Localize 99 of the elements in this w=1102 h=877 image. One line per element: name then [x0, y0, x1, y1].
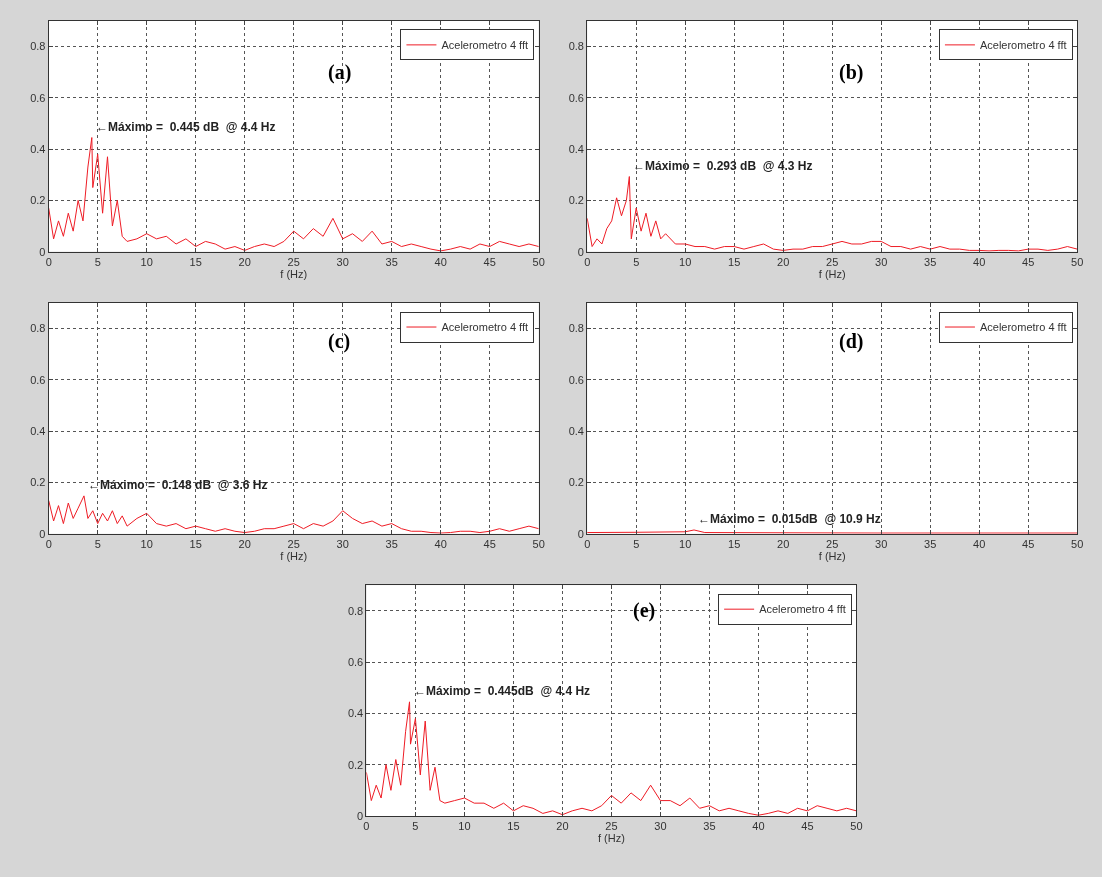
y-tick-label: 0.2 [30, 476, 46, 489]
x-tick-label: 5 [412, 820, 419, 833]
x-tick-label: 5 [94, 255, 101, 268]
legend-label: Acelerometro 4 fft [441, 321, 529, 334]
x-tick-label: 35 [703, 820, 716, 833]
legend-label: Acelerometro 4 fft [979, 321, 1067, 334]
x-tick-label: 20 [238, 538, 251, 551]
x-tick-label: 15 [728, 255, 741, 268]
y-tick-label: 0.2 [568, 194, 584, 207]
line-series [366, 701, 857, 816]
x-tick-label: 5 [633, 538, 640, 551]
y-tick-label: 0.2 [30, 194, 46, 207]
x-tick-label: 5 [94, 538, 101, 551]
x-tick-label: 40 [973, 255, 986, 268]
x-tick-label: 5 [633, 255, 640, 268]
x-tick-label: 20 [238, 255, 251, 268]
x-tick-label: 40 [752, 820, 765, 833]
x-tick-label: 10 [140, 255, 153, 268]
x-tick-label: 45 [483, 255, 496, 268]
legend-label: Acelerometro 4 fft [759, 603, 846, 616]
x-tick-label: 15 [189, 255, 202, 268]
text: (c) [328, 330, 351, 353]
y-tick-label: 0.4 [30, 425, 46, 438]
y-tick-label: 0.8 [30, 322, 46, 335]
y-tick-label: 0.8 [568, 40, 584, 53]
x-axis-title: f (Hz) [818, 550, 846, 563]
x-tick-label: 30 [336, 255, 349, 268]
x-axis-title: f (Hz) [597, 832, 625, 845]
x-tick-label: 25 [605, 820, 618, 833]
y-tick-label: 0.6 [30, 91, 46, 104]
annotation: ←Máximo = 0.015dB @ 10.9 Hz [698, 512, 881, 526]
y-tick-label: 0.6 [568, 91, 584, 104]
y-tick-label: 0.4 [30, 142, 46, 155]
text: (a) [328, 61, 352, 84]
x-tick-label: 10 [679, 538, 692, 551]
x-tick-label: 40 [434, 255, 447, 268]
y-tick-label: 0.4 [568, 425, 584, 438]
x-tick-label: 10 [458, 820, 471, 833]
legend-label: Acelerometro 4 fft [979, 39, 1067, 52]
line-series [48, 495, 539, 534]
x-tick-label: 30 [336, 538, 349, 551]
y-tick-label: 0 [577, 245, 584, 258]
x-tick-label: 35 [385, 255, 398, 268]
y-tick-label: 0.4 [568, 142, 584, 155]
y-tick-label: 0 [39, 527, 46, 540]
x-tick-label: 30 [875, 538, 888, 551]
x-tick-label: 50 [532, 538, 545, 551]
y-tick-label: 0.8 [30, 40, 46, 53]
y-tick-label: 0.4 [347, 707, 364, 720]
y-tick-label: 0 [577, 527, 584, 540]
x-tick-label: 35 [924, 255, 937, 268]
x-tick-label: 50 [1071, 255, 1084, 268]
x-axis-title: f (Hz) [818, 267, 846, 280]
x-tick-label: 45 [801, 820, 814, 833]
x-tick-label: 40 [973, 538, 986, 551]
x-tick-label: 40 [434, 538, 447, 551]
y-tick-label: 0.6 [30, 373, 46, 386]
x-tick-label: 20 [777, 538, 790, 551]
y-tick-label: 0.6 [568, 373, 584, 386]
y-tick-label: 0.8 [568, 322, 584, 335]
annotation: ←Máximo = 0.445dB @ 4.4 Hz [414, 684, 591, 698]
line-series [587, 176, 1078, 252]
x-tick-label: 20 [556, 820, 569, 833]
x-tick-label: 25 [826, 255, 839, 268]
annotation: ←Máximo = 0.148 dB @ 3.6 Hz [88, 478, 268, 492]
x-tick-label: 50 [1071, 538, 1084, 551]
legend-label: Acelerometro 4 fft [441, 39, 529, 52]
text: (d) [839, 330, 864, 353]
y-tick-label: 0 [39, 245, 46, 258]
x-tick-label: 50 [850, 820, 863, 833]
x-tick-label: 15 [189, 538, 202, 551]
x-tick-label: 15 [507, 820, 520, 833]
x-tick-label: 25 [826, 538, 839, 551]
annotation: ←Máximo = 0.293 dB @ 4.3 Hz [633, 159, 813, 173]
x-tick-label: 10 [679, 255, 692, 268]
x-tick-label: 25 [287, 538, 300, 551]
x-tick-label: 25 [287, 255, 300, 268]
x-tick-label: 35 [385, 538, 398, 551]
y-tick-label: 0.6 [347, 655, 364, 668]
text: (e) [633, 599, 656, 622]
y-tick-label: 0.2 [347, 758, 364, 771]
x-tick-label: 20 [777, 255, 790, 268]
x-tick-label: 45 [1022, 538, 1035, 551]
x-tick-label: 15 [728, 538, 741, 551]
x-tick-label: 45 [1022, 255, 1035, 268]
annotation: ←Máximo = 0.445 dB @ 4.4 Hz [96, 120, 276, 134]
x-tick-label: 45 [483, 538, 496, 551]
x-tick-label: 30 [654, 820, 667, 833]
line-series [48, 137, 539, 252]
x-tick-label: 50 [532, 255, 545, 268]
y-tick-label: 0.8 [347, 604, 364, 617]
x-tick-label: 10 [140, 538, 153, 551]
x-tick-label: 30 [875, 255, 888, 268]
x-tick-label: 35 [924, 538, 937, 551]
y-tick-label: 0 [357, 809, 364, 822]
text: (b) [839, 61, 864, 84]
y-tick-label: 0.2 [568, 476, 584, 489]
x-axis-title: f (Hz) [280, 267, 308, 280]
x-axis-title: f (Hz) [280, 550, 308, 563]
